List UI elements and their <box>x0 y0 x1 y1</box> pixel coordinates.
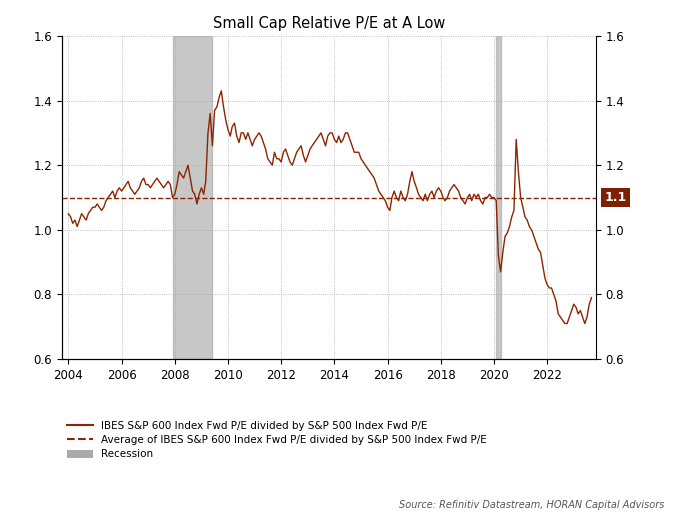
Bar <box>496 36 501 359</box>
Text: 1.1: 1.1 <box>604 191 627 204</box>
Title: Small Cap Relative P/E at A Low: Small Cap Relative P/E at A Low <box>212 15 445 31</box>
Legend: IBES S&P 600 Index Fwd P/E divided by S&P 500 Index Fwd P/E, Average of IBES S&P: IBES S&P 600 Index Fwd P/E divided by S&… <box>67 421 487 459</box>
Text: Source: Refinitiv Datastream, HORAN Capital Advisors: Source: Refinitiv Datastream, HORAN Capi… <box>399 501 664 510</box>
Bar <box>173 36 212 359</box>
